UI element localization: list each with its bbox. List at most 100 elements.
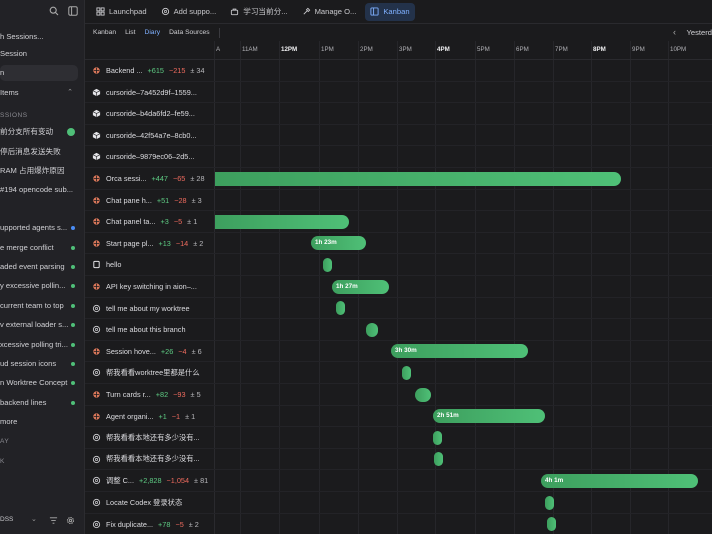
timeline-row[interactable]: Chat panel ta... +3 −5 ± 1 — [85, 211, 712, 233]
timeline-row[interactable]: Start page pl... +13 −14 ± 2 1h 23m — [85, 233, 712, 255]
sidebar-toggle-icon[interactable] — [68, 6, 78, 16]
session-duration-bar[interactable]: 1h 23m — [311, 236, 366, 251]
sidebar-item[interactable]: e merge conflict — [0, 240, 84, 256]
session-label[interactable]: Locate Codex 登录状态 — [92, 492, 214, 513]
session-duration-bar[interactable]: 4h 1m — [541, 473, 698, 488]
sidebar-item[interactable]: ud session icons — [0, 356, 84, 372]
session-label[interactable]: Fix duplicate... +78 −5 ± 2 — [92, 514, 214, 534]
tab-openai[interactable]: Add suppo... — [156, 3, 222, 21]
session-label[interactable]: cursoride–9879ec06–2d5... — [92, 146, 214, 167]
timeline-row[interactable]: Session hove... +26 −4 ± 6 3h 30m — [85, 341, 712, 363]
chevron-left-icon[interactable]: ‹ — [673, 27, 676, 37]
timeline-row[interactable]: 调整 C... +2,828 −1,054 ± 81 4h 1m — [85, 470, 712, 492]
sidebar-item[interactable]: 停后消息发送失败 — [0, 144, 84, 160]
timeline-row[interactable]: hello — [85, 254, 712, 276]
session-label[interactable]: tell me about this branch — [92, 319, 214, 340]
gear-icon[interactable] — [66, 516, 75, 525]
sidebar-item[interactable]: xcessive polling tri... — [0, 337, 84, 353]
cube-icon — [92, 88, 101, 96]
session-duration-bar[interactable] — [323, 257, 332, 272]
sidebar-item[interactable]: Items ⌃ — [0, 85, 84, 101]
session-duration-bar[interactable]: 1h 27m — [332, 279, 389, 294]
session-label[interactable]: Turn cards r... +82 −93 ± 5 — [92, 384, 214, 405]
tab-bag[interactable]: 学习当前分... — [225, 3, 292, 21]
lines-removed: −65 — [172, 174, 186, 183]
sidebar-item[interactable]: #194 opencode sub... — [0, 182, 84, 198]
session-duration-bar[interactable] — [215, 214, 349, 229]
sidebar-item[interactable]: y excessive pollin... — [0, 278, 84, 294]
timeline-row[interactable]: cursoride–42f54a7e–8cb0... — [85, 125, 712, 147]
session-duration-bar[interactable] — [433, 430, 442, 445]
session-label[interactable]: cursoride–7a452d9f–1559... — [92, 82, 214, 103]
session-duration-bar[interactable] — [336, 301, 345, 316]
timeline-row[interactable]: API key switching in aion–... 1h 27m — [85, 276, 712, 298]
session-label[interactable]: Session hove... +26 −4 ± 6 — [92, 341, 214, 362]
session-label[interactable]: Agent organi... +1 −1 ± 1 — [92, 406, 214, 427]
session-label[interactable]: API key switching in aion–... — [92, 276, 214, 297]
sidebar-item[interactable]: Session — [0, 46, 84, 62]
chevron-down-icon[interactable]: ⌄ — [31, 516, 37, 523]
session-label[interactable]: Orca sessi... +447 −65 ± 28 — [92, 168, 214, 189]
session-label[interactable]: 帮我看看本地还有多少没有... — [92, 449, 214, 470]
session-duration-bar[interactable]: 2h 51m — [433, 409, 545, 424]
session-label[interactable]: tell me about my worktree — [92, 298, 214, 319]
timeline-row[interactable]: cursoride–9879ec06–2d5... — [85, 146, 712, 168]
sidebar-item[interactable]: n — [0, 65, 78, 81]
session-duration-bar[interactable] — [547, 517, 556, 532]
session-duration-bar[interactable] — [366, 322, 378, 337]
session-label[interactable]: Chat panel ta... +3 −5 ± 1 — [92, 211, 214, 232]
timeline-row[interactable]: tell me about my worktree — [85, 298, 712, 320]
session-label[interactable]: hello — [92, 254, 214, 275]
timeline-row[interactable]: 帮我看看本地还有多少没有... — [85, 449, 712, 471]
session-label[interactable]: Start page pl... +13 −14 ± 2 — [92, 233, 214, 254]
timeline-row[interactable]: cursoride–7a452d9f–1559... — [85, 82, 712, 104]
timeline-row[interactable]: Locate Codex 登录状态 — [85, 492, 712, 514]
sidebar-item[interactable]: n Worktree Concept — [0, 375, 84, 391]
session-label[interactable]: 调整 C... +2,828 −1,054 ± 81 — [92, 470, 214, 491]
search-icon[interactable] — [49, 6, 59, 16]
session-duration-bar[interactable] — [402, 365, 411, 380]
view-tab-kanban[interactable]: Kanban — [93, 29, 117, 36]
view-tab-data-sources[interactable]: Data Sources — [169, 29, 210, 36]
chevron-updown-icon[interactable]: ⌃ — [67, 89, 73, 96]
sidebar-item[interactable]: RAM 占用爆炸原因 — [0, 163, 84, 179]
date-label[interactable]: Yesterd — [686, 28, 712, 37]
sidebar-item[interactable]: v external loader s... — [0, 317, 84, 333]
timeline-row[interactable]: cursoride–b4da6fd2–fe59... — [85, 103, 712, 125]
timeline-row[interactable]: Chat pane h... +51 −28 ± 3 — [85, 190, 712, 212]
tab-kanban[interactable]: Kanban — [365, 2, 415, 21]
session-duration-bar[interactable] — [545, 495, 554, 510]
sidebar-item[interactable]: current team to top — [0, 298, 84, 314]
sidebar-item[interactable]: h Sessions... — [0, 29, 84, 45]
sidebar-item[interactable]: 前分支所有变动 — [0, 124, 84, 140]
sidebar-item[interactable]: backend lines — [0, 395, 84, 411]
view-tab-list[interactable]: List — [125, 29, 136, 36]
timeline-row[interactable]: Turn cards r... +82 −93 ± 5 — [85, 384, 712, 406]
session-duration-bar[interactable] — [434, 452, 443, 467]
session-label[interactable]: Chat pane h... +51 −28 ± 3 — [92, 190, 214, 211]
sidebar-item-label: 前分支所有变动 — [0, 127, 54, 136]
filter-icon[interactable] — [49, 516, 58, 525]
timeline-row[interactable]: Fix duplicate... +78 −5 ± 2 — [85, 514, 712, 534]
sidebar-item[interactable]: aded event parsing — [0, 259, 84, 275]
timeline-row[interactable]: Agent organi... +1 −1 ± 1 2h 51m — [85, 406, 712, 428]
tab-tool[interactable]: Manage O... — [297, 3, 362, 21]
sidebar-item[interactable]: upported agents s... — [0, 220, 84, 236]
timeline-row[interactable]: 帮我看看worktree里都是什么 — [85, 362, 712, 384]
session-label[interactable]: cursoride–b4da6fd2–fe59... — [92, 103, 214, 124]
sidebar-item[interactable]: more — [0, 414, 84, 430]
timeline-row[interactable]: tell me about this branch — [85, 319, 712, 341]
session-duration-bar[interactable] — [415, 387, 431, 402]
workspace-label[interactable]: DSS — [0, 516, 14, 523]
session-label[interactable]: 帮我看看worktree里都是什么 — [92, 362, 214, 383]
session-duration-bar[interactable] — [215, 171, 621, 186]
timeline-row[interactable]: Orca sessi... +447 −65 ± 28 — [85, 168, 712, 190]
tab-grid[interactable]: Launchpad — [91, 3, 152, 21]
session-duration-bar[interactable]: 3h 30m — [391, 344, 528, 359]
view-tab-diary[interactable]: Diary — [144, 29, 161, 36]
session-label[interactable]: 帮我看看本地还有多少没有... — [92, 427, 214, 448]
timeline-row[interactable]: 帮我看看本地还有多少没有... — [85, 427, 712, 449]
session-label[interactable]: cursoride–42f54a7e–8cb0... — [92, 125, 214, 146]
session-label[interactable]: Backend ... +615 −215 ± 34 — [92, 60, 214, 81]
timeline-row[interactable]: Backend ... +615 −215 ± 34 — [85, 60, 712, 82]
